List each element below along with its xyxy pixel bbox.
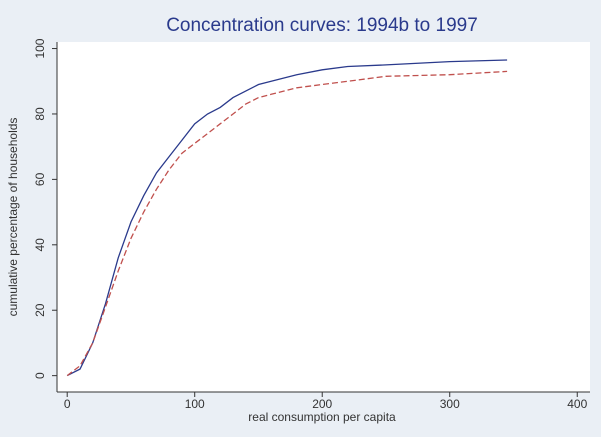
plot-area [57,42,590,392]
x-axis-label: real consumption per capita [248,410,396,424]
x-tick-label: 100 [185,397,205,411]
x-tick-label: 300 [440,397,460,411]
x-tick-label: 400 [567,397,587,411]
line-series [66,59,508,377]
y-axis-label: cumulative percentage of households [6,118,20,317]
y-tick-label: 100 [33,38,47,58]
y-tick-label: 0 [33,372,47,379]
chart-title: Concentration curves: 1994b to 1997 [166,15,478,36]
x-tick-label: 0 [64,397,71,411]
y-tick-label: 20 [33,303,47,317]
y-tick-label: 60 [33,172,47,186]
x-tick-label: 200 [312,397,332,411]
y-tick-label: 40 [33,238,47,252]
y-tick-label: 80 [33,107,47,121]
